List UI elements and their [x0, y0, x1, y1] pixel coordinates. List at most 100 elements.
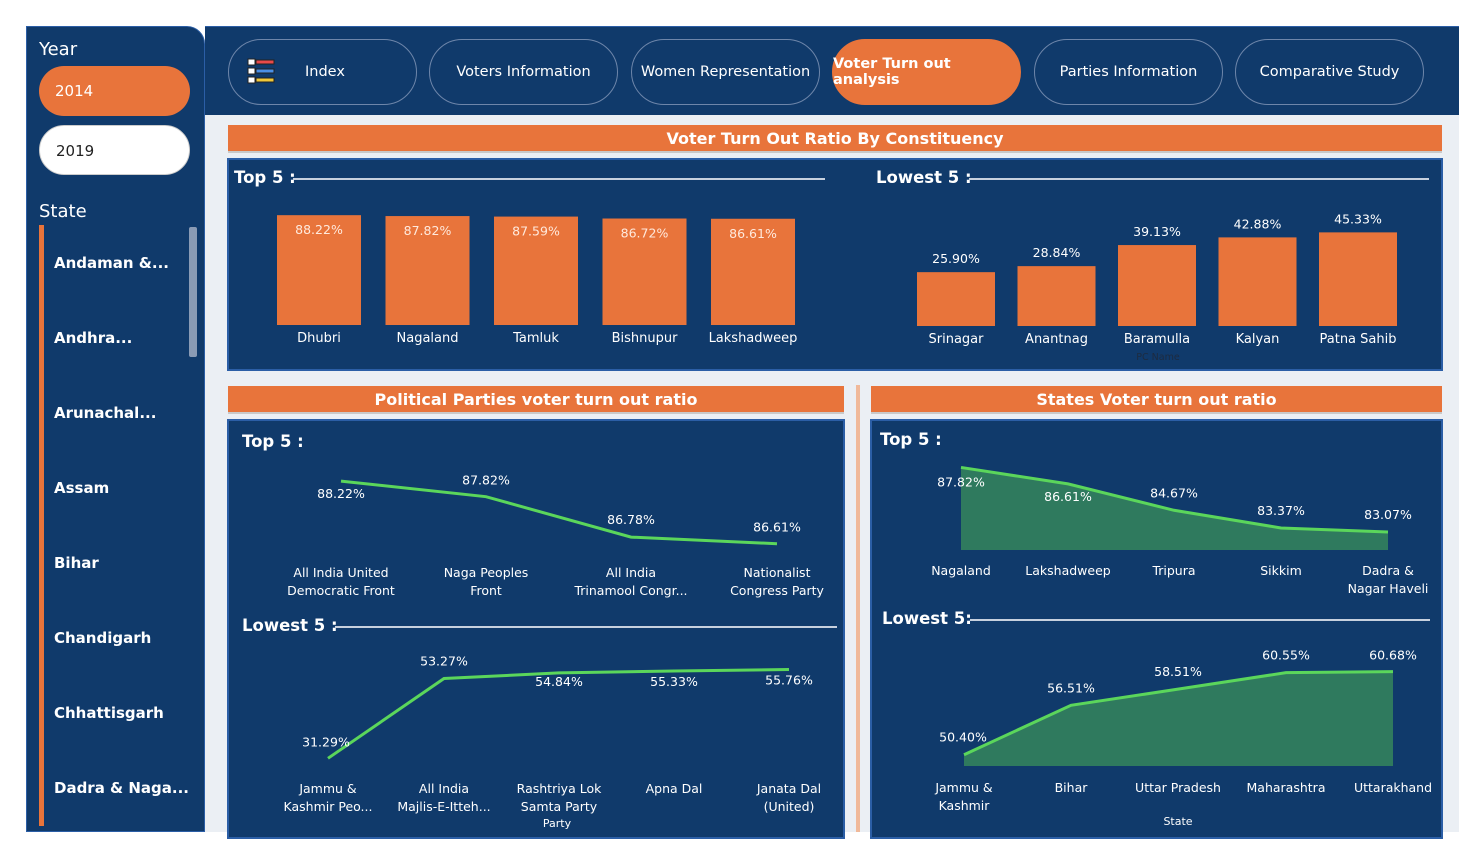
parties-lowest5-data-label: 53.27%	[420, 654, 468, 669]
state-item-arunachal[interactable]: Arunachal...	[39, 375, 189, 451]
parties-lowest5-data-label: 54.84%	[535, 674, 583, 689]
constituency-lowest5-bar	[1017, 266, 1096, 326]
states-lowest5-data-label: 56.51%	[1047, 680, 1095, 695]
constituency-lowest5-data-label: 28.84%	[1033, 245, 1081, 260]
parties-top5-category-label: All India United Democratic Front	[287, 565, 395, 598]
state-item-andaman[interactable]: Andaman &...	[39, 225, 189, 301]
tab-women-representation[interactable]: Women Representation	[631, 39, 820, 105]
states-lowest5-category-label: Maharashtra	[1247, 780, 1326, 795]
states-lowest5-data-label: 60.68%	[1369, 648, 1417, 663]
states-top5-data-label: 83.37%	[1257, 503, 1305, 518]
top-navigation: Index Voters Information Women Represent…	[205, 26, 1459, 115]
states-top5-data-label: 84.67%	[1150, 485, 1198, 500]
state-item-andhra[interactable]: Andhra...	[39, 300, 189, 376]
parties-lowest5-data-label: 55.76%	[765, 673, 813, 688]
states-lowest5-data-label: 60.55%	[1262, 648, 1310, 663]
constituency-top5-category-label: Dhubri	[297, 331, 341, 346]
constituency-lowest5-data-label: 25.90%	[932, 251, 980, 266]
parties-line-charts: 88.22% All India United Democratic Front 87…	[284, 473, 825, 830]
tab-index-label: Index	[305, 64, 345, 80]
constituency-lowest5-bar	[917, 272, 995, 326]
states-lowest5-data-label: 58.51%	[1154, 664, 1202, 679]
parties-lowest5-label: Lowest 5 :	[242, 616, 338, 635]
year-option-2019[interactable]: 2019	[39, 125, 190, 175]
states-panel: Top 5 : Lowest 5: 87.82% Nagaland 86.61% La…	[870, 419, 1443, 839]
constituency-top5-data-label: 86.72%	[621, 226, 669, 241]
constituency-lowest5-bar	[1118, 245, 1196, 326]
states-top5-category-label: Nagaland	[931, 563, 991, 578]
states-lowest5-line	[963, 670, 1394, 757]
states-top5-label: Top 5 :	[880, 430, 942, 449]
index-list-icon	[247, 58, 275, 84]
states-lowest5-category-label: Uttar Pradesh	[1135, 780, 1221, 795]
states-top5-category-label: Tripura	[1151, 563, 1195, 578]
states-top5-data-label: 83.07%	[1364, 507, 1412, 522]
constituency-lowest5-bar	[1319, 232, 1397, 326]
tab-voters-information[interactable]: Voters Information	[429, 39, 618, 105]
parties-top5-category-label: Nationalist Congress Party	[730, 565, 824, 598]
constituency-top5-label: Top 5 :	[234, 168, 296, 187]
constituency-top5-category-label: Lakshadweep	[709, 331, 798, 346]
state-item-dadra[interactable]: Dadra & Naga...	[39, 750, 189, 826]
tab-index[interactable]: Index	[228, 39, 417, 105]
state-item-chhattisgarh[interactable]: Chhattisgarh	[39, 675, 189, 751]
constituency-top5-bar	[711, 218, 795, 325]
section-divider	[856, 385, 860, 832]
state-slicer-title: State	[39, 201, 87, 222]
parties-lowest5-category-label: Jammu & Kashmir Peo...	[284, 781, 373, 814]
states-x-axis-title: State	[1163, 815, 1192, 828]
states-area-charts: 87.82% Nagaland 86.61% Lakshadweep 84.67% Tri…	[931, 465, 1432, 828]
states-lowest5-area	[964, 671, 1393, 766]
constituency-lowest5-category-label: Patna Sahib	[1320, 332, 1397, 347]
constituency-top5-data-label: 86.61%	[729, 226, 777, 241]
constituency-x-axis-title: PC Name	[1136, 352, 1180, 363]
constituency-lowest5-bar	[1218, 237, 1297, 326]
states-top5-data-label: 87.82%	[937, 474, 985, 489]
tab-comparative-study[interactable]: Comparative Study	[1235, 39, 1424, 105]
states-lowest5-label: Lowest 5:	[882, 609, 972, 628]
state-item-assam[interactable]: Assam	[39, 450, 189, 526]
parties-top5-data-label: 86.61%	[753, 520, 801, 535]
constituency-top5-category-label: Nagaland	[397, 331, 459, 346]
constituency-lowest5-data-label: 39.13%	[1133, 224, 1181, 239]
constituency-top5-data-label: 88.22%	[295, 222, 343, 237]
constituency-panel: Top 5 : Lowest 5 : 88.22% Dhubri 87.82% Nag…	[227, 158, 1443, 371]
constituency-top5-data-label: 87.82%	[404, 223, 452, 238]
state-list-scrollbar[interactable]	[189, 227, 197, 357]
constituency-top5-data-label: 87.59%	[512, 224, 560, 239]
state-item-chandigarh[interactable]: Chandigarh	[39, 600, 189, 676]
states-lowest5-category-label: Bihar	[1055, 780, 1089, 795]
state-item-bihar[interactable]: Bihar	[39, 525, 189, 601]
parties-lowest5-line	[327, 668, 790, 760]
constituency-top5-bar	[602, 218, 687, 325]
constituency-lowest5-category-label: Srinagar	[929, 332, 985, 347]
parties-header: Political Parties voter turn out ratio	[228, 386, 844, 414]
parties-lowest5-category-label: All India Majlis-E-Itteh...	[397, 781, 490, 814]
constituency-top5-category-label: Tamluk	[512, 331, 559, 346]
parties-top5-category-label: Naga Peoples Front	[444, 565, 529, 598]
parties-top5-data-label: 86.78%	[607, 512, 655, 527]
states-lowest5-data-label: 50.40%	[939, 730, 987, 745]
parties-top5-line	[340, 479, 778, 546]
divider-line	[335, 626, 837, 628]
constituency-top5-bar-chart: 88.22% Dhubri 87.82% Nagaland 87.59% Tamluk 86…	[277, 211, 1397, 363]
states-top5-line	[960, 465, 1389, 534]
constituency-lowest5-label: Lowest 5 :	[876, 168, 972, 187]
constituency-lowest5-category-label: Anantnag	[1025, 332, 1088, 347]
divider-line	[970, 619, 1430, 621]
tab-voter-turnout-analysis[interactable]: Voter Turn out analysis	[832, 39, 1021, 105]
parties-lowest5-category-label: Janata Dal (United)	[756, 781, 821, 814]
constituency-header: Voter Turn Out Ratio By Constituency	[228, 125, 1442, 153]
tab-parties-information[interactable]: Parties Information	[1034, 39, 1223, 105]
constituency-lowest5-data-label: 45.33%	[1334, 211, 1382, 226]
year-option-2014[interactable]: 2014	[39, 66, 190, 116]
year-slicer-title: Year	[39, 39, 78, 60]
states-top5-category-label: Dadra & Nagar Haveli	[1348, 563, 1429, 596]
parties-x-axis-title: Party	[543, 817, 572, 830]
states-lowest5-category-label: Uttarakhand	[1354, 780, 1432, 795]
parties-lowest5-data-label: 55.33%	[650, 674, 698, 689]
parties-lowest5-category-label: Rashtriya Lok Samta Party	[517, 781, 602, 814]
states-top5-category-label: Sikkim	[1260, 563, 1302, 578]
constituency-lowest5-category-label: Kalyan	[1236, 332, 1280, 347]
constituency-lowest5-data-label: 42.88%	[1234, 216, 1282, 231]
